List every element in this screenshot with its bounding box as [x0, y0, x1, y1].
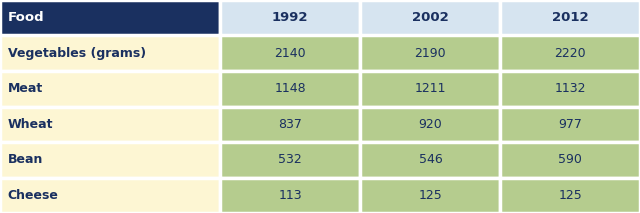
- Text: 2012: 2012: [552, 11, 589, 24]
- Text: 1148: 1148: [275, 82, 306, 95]
- Bar: [220, 0, 360, 36]
- Text: 2002: 2002: [412, 11, 449, 24]
- Text: Cheese: Cheese: [8, 189, 58, 202]
- Text: Vegetables (grams): Vegetables (grams): [8, 47, 146, 60]
- Bar: [0, 106, 220, 142]
- Text: 590: 590: [558, 153, 582, 166]
- Bar: [220, 106, 360, 142]
- Bar: [0, 36, 220, 71]
- Text: Wheat: Wheat: [8, 118, 53, 131]
- Bar: [0, 177, 220, 213]
- Bar: [500, 36, 640, 71]
- Text: 546: 546: [419, 153, 442, 166]
- Text: 2190: 2190: [415, 47, 446, 60]
- Text: 113: 113: [278, 189, 302, 202]
- Bar: [500, 0, 640, 36]
- Bar: [500, 106, 640, 142]
- Bar: [220, 177, 360, 213]
- Text: Bean: Bean: [8, 153, 43, 166]
- Text: 920: 920: [419, 118, 442, 131]
- Text: 977: 977: [558, 118, 582, 131]
- Text: 2220: 2220: [554, 47, 586, 60]
- Bar: [360, 106, 500, 142]
- Bar: [360, 142, 500, 177]
- Bar: [360, 177, 500, 213]
- Text: 837: 837: [278, 118, 302, 131]
- Text: Meat: Meat: [8, 82, 43, 95]
- Text: 125: 125: [419, 189, 442, 202]
- Bar: [220, 36, 360, 71]
- Text: 125: 125: [558, 189, 582, 202]
- Bar: [500, 71, 640, 106]
- Bar: [360, 71, 500, 106]
- Bar: [360, 0, 500, 36]
- Bar: [220, 71, 360, 106]
- Bar: [500, 142, 640, 177]
- Bar: [500, 177, 640, 213]
- Bar: [0, 71, 220, 106]
- Text: 1132: 1132: [554, 82, 586, 95]
- Text: 1211: 1211: [415, 82, 446, 95]
- Bar: [220, 142, 360, 177]
- Bar: [0, 142, 220, 177]
- Text: Food: Food: [8, 11, 44, 24]
- Text: 1992: 1992: [272, 11, 308, 24]
- Text: 2140: 2140: [275, 47, 306, 60]
- Bar: [0, 0, 220, 36]
- Text: 532: 532: [278, 153, 302, 166]
- Bar: [360, 36, 500, 71]
